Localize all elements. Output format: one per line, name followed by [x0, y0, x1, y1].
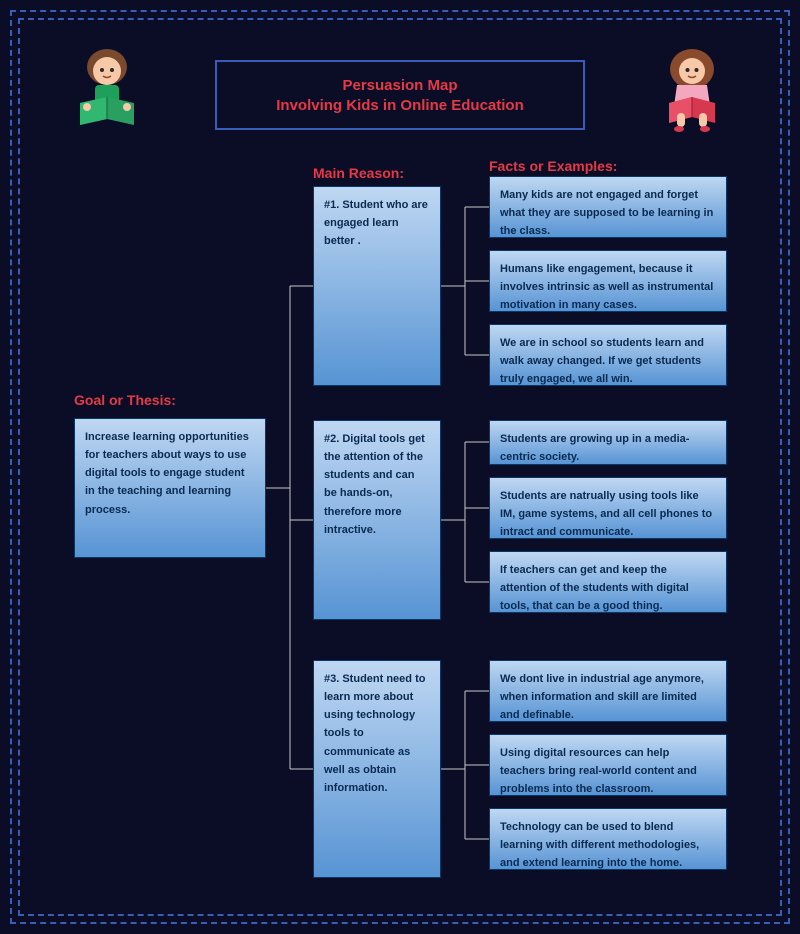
- fact-box-8: Using digital resources can help teacher…: [489, 734, 727, 796]
- title-line-1: Persuasion Map: [342, 77, 457, 94]
- reason-box-1: #1. Student who are engaged learn better…: [313, 186, 441, 386]
- fact-box-7: We dont live in industrial age anymore, …: [489, 660, 727, 722]
- fact-box-1: Many kids are not engaged and forget wha…: [489, 176, 727, 238]
- fact-box-2: Humans like engagement, because it invol…: [489, 250, 727, 312]
- title-line-2: Involving Kids in Online Education: [276, 97, 524, 114]
- fact-box-4: Students are growing up in a media-centr…: [489, 420, 727, 465]
- facts-label: Facts or Examples:: [489, 158, 617, 174]
- reason-box-3: #3. Student need to learn more about usi…: [313, 660, 441, 878]
- fact-box-6: If teachers can get and keep the attenti…: [489, 551, 727, 613]
- boy-reading-icon: [70, 45, 145, 135]
- reason-label: Main Reason:: [313, 165, 404, 181]
- girl-reading-icon: [655, 45, 730, 135]
- fact-box-5: Students are natrually using tools like …: [489, 477, 727, 539]
- goal-box: Increase learning opportunities for teac…: [74, 418, 266, 558]
- goal-label: Goal or Thesis:: [74, 392, 176, 408]
- title-box: Persuasion Map Involving Kids in Online …: [215, 60, 585, 130]
- reason-box-2: #2. Digital tools get the attention of t…: [313, 420, 441, 620]
- fact-box-9: Technology can be used to blend learning…: [489, 808, 727, 870]
- fact-box-3: We are in school so students learn and w…: [489, 324, 727, 386]
